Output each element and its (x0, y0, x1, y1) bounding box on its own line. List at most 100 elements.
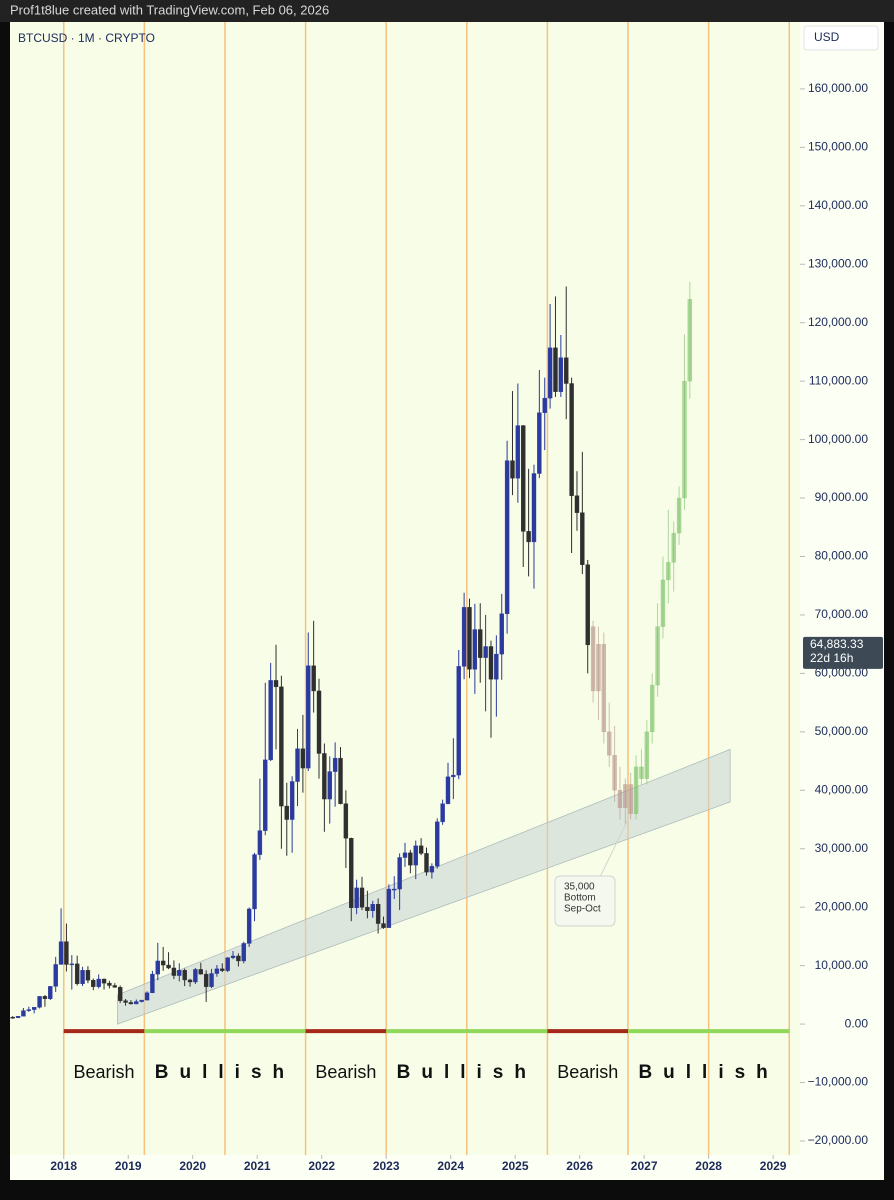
candle-body (21, 1010, 26, 1017)
y-tick-label: 80,000.00 (815, 549, 869, 563)
candle-body (246, 908, 252, 944)
annotation-text: Sep-Oct (564, 904, 601, 915)
candle-body (31, 1007, 37, 1010)
symbol-label: BTCUSD · 1M · CRYPTO (18, 31, 155, 45)
candle-body (74, 963, 80, 984)
candle-body (123, 1000, 128, 1003)
candle-body (64, 941, 69, 965)
candle-body (263, 759, 268, 831)
candle-body (547, 347, 553, 399)
phase-label: Bearish (557, 1062, 618, 1082)
currency-box (803, 25, 879, 51)
candle-body (134, 1001, 139, 1005)
candle-body (53, 964, 58, 987)
y-tick-label: 140,000.00 (808, 198, 868, 212)
candle-body (26, 1009, 32, 1011)
candle-body (451, 774, 456, 778)
candle-body (644, 731, 650, 779)
x-tick-label: 2023 (373, 1159, 400, 1173)
phase-label: Bullish (397, 1062, 537, 1083)
phase-label: Bullish (638, 1062, 778, 1083)
candle-body (177, 970, 182, 976)
candle-body (499, 613, 504, 655)
annotation-text: Bottom (564, 893, 596, 904)
candle-body (289, 781, 295, 820)
candle-body (429, 866, 435, 873)
candle-body (155, 960, 160, 975)
candle-body (327, 771, 332, 800)
candle-body (257, 830, 263, 855)
candle-body (160, 960, 166, 966)
annotation-text: 35,000 (564, 882, 595, 893)
candle-body (510, 460, 515, 479)
candle-body (574, 495, 580, 513)
y-tick-label: 100,000.00 (808, 432, 868, 446)
candle-body (144, 992, 150, 1001)
candle-body (467, 607, 472, 670)
candle-body (300, 748, 306, 769)
candle-body (322, 753, 327, 800)
candle-body (338, 757, 343, 804)
candle-body (607, 731, 612, 756)
candle-body (225, 957, 230, 971)
candle-body (440, 803, 445, 823)
candle-body (220, 968, 225, 971)
candle-body (435, 821, 440, 867)
candle-body (354, 887, 359, 908)
candle-body (209, 973, 214, 987)
candle-body (193, 969, 198, 983)
y-tick-label: 70,000.00 (815, 607, 869, 621)
candle-body (521, 425, 526, 532)
credit: Prof1t8lue created with TradingView.com,… (10, 2, 329, 17)
candle-body (456, 666, 461, 776)
candle-body (671, 532, 676, 563)
countdown: 22d 16h (810, 651, 853, 665)
time-axis (10, 1155, 884, 1180)
y-tick-label: 50,000.00 (815, 724, 869, 738)
candle-body (660, 579, 666, 627)
candle-body (478, 629, 483, 658)
candle-body (37, 996, 42, 1008)
x-tick-label: 2028 (695, 1159, 722, 1173)
currency: USD (814, 30, 840, 44)
candle-body (585, 564, 590, 646)
candle-body (171, 967, 177, 976)
candle-body (166, 964, 171, 969)
candle-body (295, 748, 300, 782)
x-tick-label: 2018 (50, 1159, 77, 1173)
candle-body (612, 755, 617, 791)
candle-body (58, 941, 64, 965)
candle-body (381, 923, 386, 928)
candle-body (268, 680, 273, 761)
candle-body (365, 906, 370, 911)
candle-body (370, 904, 375, 911)
candle-body (80, 970, 85, 984)
candle-body (101, 978, 107, 984)
candle-body (676, 497, 682, 534)
candle-body (655, 626, 660, 686)
y-tick-label: −10,000.00 (808, 1075, 869, 1089)
candle-body (117, 987, 123, 1001)
price-axis (800, 22, 884, 1155)
x-tick-label: 2021 (244, 1159, 271, 1173)
candle-body (504, 460, 510, 614)
last-price-box (803, 636, 883, 669)
candle-body (472, 629, 478, 670)
candle-body (542, 397, 547, 413)
candle-body (397, 857, 402, 890)
candle-body (252, 854, 257, 910)
y-tick-label: 10,000.00 (815, 958, 869, 972)
candle-body (461, 607, 467, 667)
candle-body (617, 790, 623, 809)
y-tick-label: 160,000.00 (808, 81, 868, 95)
candle-body (558, 357, 564, 392)
candle-body (128, 1002, 134, 1005)
plot-area (10, 22, 800, 1155)
candle-body (392, 888, 397, 891)
candle-body (682, 380, 687, 499)
candle-body (332, 757, 338, 772)
candle-body (15, 1015, 21, 1018)
candle-body (85, 970, 91, 981)
y-tick-label: 90,000.00 (815, 490, 869, 504)
phase-label: Bullish (155, 1062, 295, 1083)
